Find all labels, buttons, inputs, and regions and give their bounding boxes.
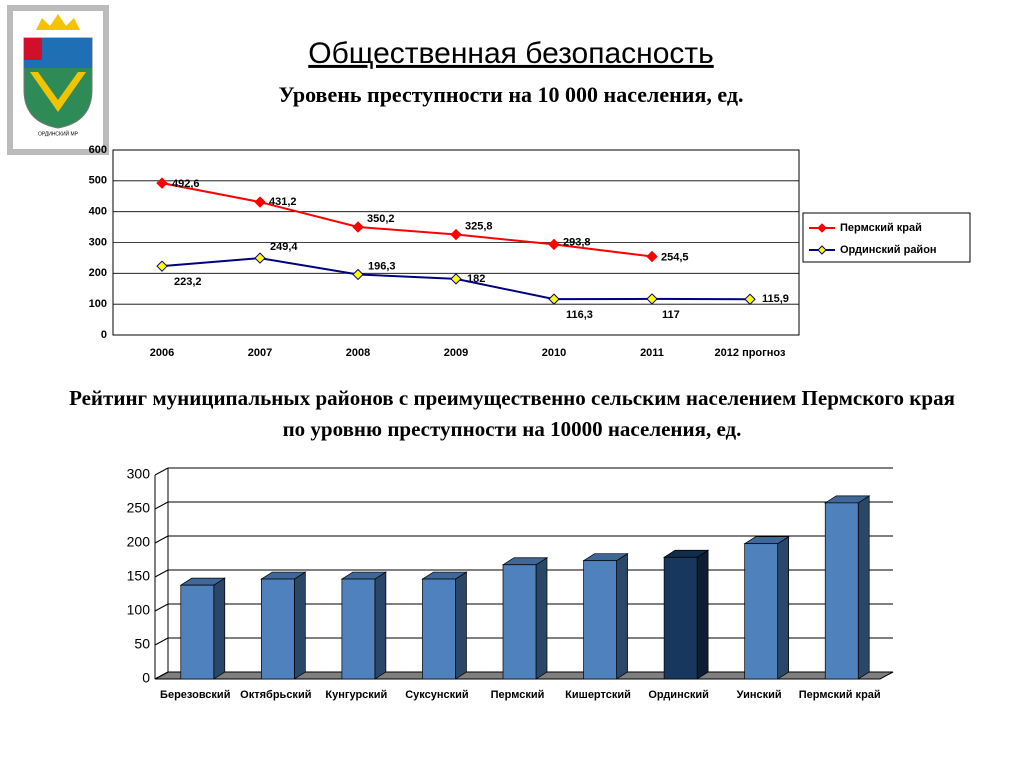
data-label: 350,2 (367, 213, 395, 225)
point-marker (548, 293, 560, 305)
point-marker (156, 260, 168, 272)
point-marker (450, 273, 462, 285)
line-chart: 0 100 200 300 400 500 600 2006 2007 2008 2009 2010 2… (89, 144, 971, 359)
chart-title: Уровень преступности на 10 000 населения… (279, 82, 744, 107)
grid-line-side (154, 671, 169, 680)
grid-line-side (154, 535, 169, 544)
x-tick-label: 2008 (346, 347, 370, 359)
bar-side (535, 557, 548, 680)
x-tick-label: Ординский (648, 689, 709, 701)
data-label: 293,8 (563, 236, 591, 248)
slide-title: Общественная безопасность (308, 37, 714, 70)
grid-line-side (154, 603, 169, 612)
y-tick-label: 600 (89, 144, 107, 156)
bar-side (293, 571, 306, 680)
data-label: 223,2 (174, 276, 202, 288)
data-label: 196,3 (368, 260, 396, 272)
x-tick-label: Кунгурский (325, 689, 388, 701)
x-tick-label: Пермский край (798, 689, 881, 701)
data-label: 116,3 (566, 309, 593, 321)
logo: ОРДИНСКИЙ МР (7, 5, 109, 155)
point-marker (744, 293, 756, 305)
logo-caption: ОРДИНСКИЙ МР (38, 129, 79, 137)
bar-side (777, 536, 790, 680)
chart-title: Рейтинг муниципальных районов с преимуще… (69, 386, 955, 441)
grid-line-side (154, 637, 169, 646)
data-label: 431,2 (269, 196, 297, 208)
x-tick-label: 2009 (444, 347, 468, 359)
x-tick-label: Пермский (490, 689, 545, 701)
bar (341, 578, 376, 680)
data-label: 117 (662, 309, 680, 321)
bar-side (857, 495, 870, 680)
y-tick-label: 250 (127, 500, 151, 516)
legend-marker (817, 245, 827, 255)
y-tick-label: 500 (89, 175, 107, 187)
bar-side (374, 571, 387, 680)
point-marker (646, 250, 658, 263)
legend-label: Пермский край (840, 222, 922, 234)
y-tick-label: 100 (89, 298, 107, 310)
point-marker (450, 228, 462, 241)
grid-line-side (154, 501, 169, 510)
bar (744, 543, 779, 680)
shield-canton (24, 38, 42, 60)
legend-label: Ординский район (840, 244, 937, 256)
bar-side (696, 549, 709, 680)
x-tick-label: Суксунский (405, 689, 469, 701)
y-tick-label: 300 (89, 236, 107, 248)
y-tick-label: 100 (127, 602, 151, 618)
x-tick-label: Березовский (160, 689, 231, 701)
bar-side (213, 577, 226, 680)
bar-chart: 0 50 100 150 200 250 300 (127, 466, 894, 686)
legend-box (802, 212, 971, 263)
bar (824, 502, 859, 680)
bar-side (616, 553, 628, 680)
bar (260, 578, 295, 680)
point-marker (352, 268, 364, 281)
grid-line-side (154, 467, 169, 476)
y-tick-label: 200 (127, 534, 151, 550)
bar (583, 560, 617, 680)
bar (502, 564, 537, 680)
point-marker (548, 238, 560, 251)
grid-line-side (154, 569, 169, 578)
bar (663, 556, 698, 680)
data-label: 249,4 (270, 241, 298, 253)
crown (36, 14, 80, 30)
series-line (161, 182, 653, 258)
data-label: 492,6 (172, 178, 200, 190)
data-label: 325,8 (465, 220, 493, 232)
bar-side (455, 571, 467, 680)
bar (422, 578, 456, 680)
x-tick-label: 2011 (640, 347, 664, 359)
shield-chevron (30, 72, 86, 112)
y-tick-label: 0 (101, 329, 107, 341)
data-label: 115,9 (762, 293, 789, 305)
point-marker (254, 252, 266, 264)
point-marker (254, 196, 266, 208)
point-marker (156, 177, 168, 189)
y-tick-label: 150 (127, 568, 151, 584)
y-tick-label: 50 (134, 636, 150, 652)
x-tick-label: Октябрьский (240, 689, 312, 701)
x-tick-label: 2006 (150, 347, 174, 359)
y-tick-label: 0 (142, 670, 150, 686)
y-tick-label: 200 (89, 267, 107, 279)
data-label: 182 (467, 273, 485, 285)
bar (180, 584, 215, 680)
y-tick-label: 400 (89, 206, 107, 218)
x-tick-label: 2010 (542, 347, 566, 359)
point-marker (646, 293, 658, 305)
data-label: 254,5 (661, 251, 689, 263)
x-tick-label: Уинский (736, 689, 782, 701)
point-marker (352, 221, 364, 233)
y-tick-label: 300 (127, 466, 151, 482)
legend-marker (817, 223, 827, 233)
x-tick-label: 2007 (248, 347, 272, 359)
x-tick-label: Кишертский (565, 689, 631, 701)
x-tick-label: 2012 прогноз (715, 347, 786, 359)
